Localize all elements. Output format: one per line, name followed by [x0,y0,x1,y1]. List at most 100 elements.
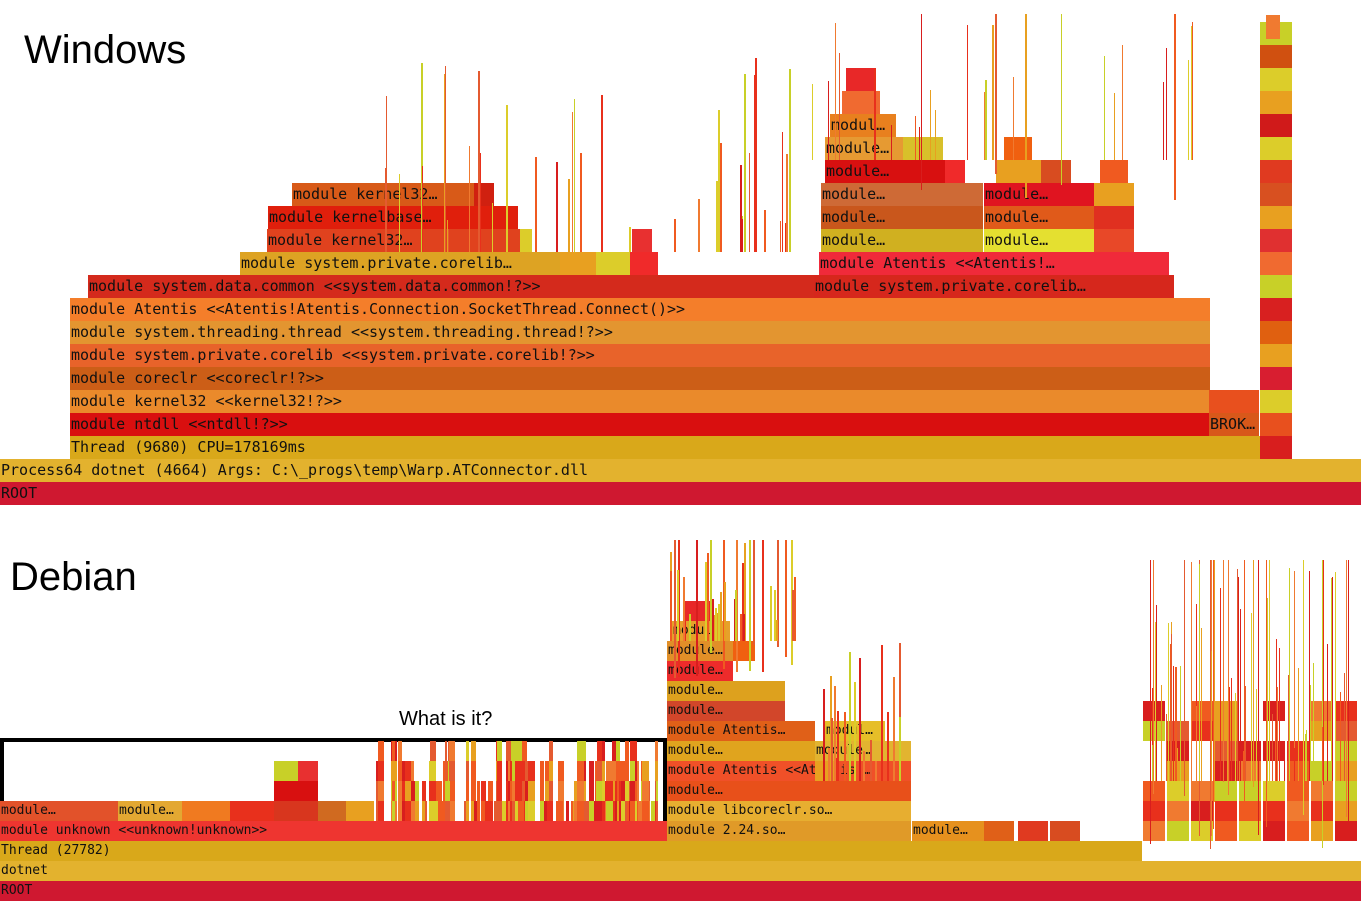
debian-frame-1[interactable]: dotnet [0,861,1361,881]
windows-block-e[interactable] [630,252,658,275]
windows-column-cell-0[interactable] [1260,436,1292,459]
debian-dense-2-1[interactable] [1167,781,1189,801]
windows-frame-11[interactable]: module kernel32… [267,229,520,252]
debian-dense-2-3[interactable] [1215,781,1237,801]
windows-column-cell-17[interactable] [1260,45,1292,68]
debian-frame-10[interactable]: module… [667,741,815,761]
debian-frame-17[interactable]: module… [667,641,733,661]
windows-block-i[interactable] [903,137,943,160]
windows-column-cell-6[interactable] [1260,298,1292,321]
debian-frame-0[interactable]: ROOT [0,881,1361,901]
debian-dense-1-0[interactable] [1143,801,1165,821]
windows-frame-5[interactable]: module coreclr <<coreclr!?>> [70,367,1210,390]
debian-frame-5[interactable]: module… [118,801,182,821]
windows-column-cell-13[interactable] [1260,137,1292,160]
debian-dense-1-6[interactable] [1287,801,1309,821]
debian-left-block-c[interactable] [274,801,318,821]
windows-column-cell-10[interactable] [1260,206,1292,229]
windows-frame-12[interactable]: module kernelbase… [268,206,518,229]
windows-column-cell-2[interactable] [1260,390,1292,413]
windows-frame-24[interactable]: modul… [830,114,896,137]
debian-dense-1-3[interactable] [1215,801,1237,821]
debian-dense-6-3[interactable] [1215,701,1237,721]
windows-block-k[interactable] [996,160,1041,183]
windows-column-cell-4[interactable] [1260,344,1292,367]
windows-block-b[interactable] [520,229,532,252]
debian-block-e[interactable] [1018,821,1048,841]
windows-column-cell-14[interactable] [1260,114,1292,137]
windows-frame-7[interactable]: module system.threading.thread <<system.… [70,321,1210,344]
windows-block-l[interactable] [1041,160,1071,183]
windows-frame-8[interactable]: module Atentis <<Atentis!Atentis.Connect… [70,298,1210,321]
windows-column-cell-1[interactable] [1260,413,1292,436]
windows-block-d[interactable] [596,252,630,275]
windows-frame-4[interactable]: module kernel32 <<kernel32!?>> [70,390,1210,413]
windows-column-cell-16[interactable] [1260,68,1292,91]
windows-frame-13[interactable]: module kernel32… [292,183,475,206]
debian-dense-5-3[interactable] [1215,721,1237,741]
windows-block-c[interactable] [560,252,596,275]
debian-frame-6[interactable]: module 2.24.so… [667,821,911,841]
windows-frame-6[interactable]: module system.private.corelib <<system.p… [70,344,1210,367]
windows-frame-18[interactable]: module… [821,183,983,206]
debian-frame-12[interactable]: module Atentis… [667,721,815,741]
windows-block-m[interactable] [1004,137,1032,160]
debian-frame-3[interactable]: module unknown <<unknown!unknown>> [0,821,667,841]
windows-frame-2[interactable]: Thread (9680) CPU=178169ms [70,436,1260,459]
debian-left-block-a[interactable] [182,801,230,821]
debian-dense-0-6[interactable] [1287,821,1309,841]
windows-frame-14[interactable]: module system.private.corelib… [814,275,1174,298]
windows-column-cell-5[interactable] [1260,321,1292,344]
debian-dense-3-3[interactable] [1215,761,1237,781]
debian-dense-1-5[interactable] [1263,801,1285,821]
debian-dense-0-2[interactable] [1191,821,1213,841]
windows-frame-22[interactable]: module… [825,160,945,183]
debian-dense-0-8[interactable] [1335,821,1357,841]
windows-column-cell-11[interactable] [1260,183,1292,206]
debian-dense-5-1[interactable] [1167,721,1189,741]
debian-left-block-b[interactable] [230,801,274,821]
windows-block-g[interactable] [842,91,880,114]
debian-dense-0-3[interactable] [1215,821,1237,841]
windows-frame-15[interactable]: module Atentis <<Atentis!… [819,252,1169,275]
debian-frame-16[interactable]: module… [667,661,733,681]
debian-dense-2-2[interactable] [1191,781,1213,801]
debian-dense-2-6[interactable] [1287,781,1309,801]
debian-dense-2-5[interactable] [1263,781,1285,801]
windows-column-cell-9[interactable] [1260,229,1292,252]
windows-column-cell-8[interactable] [1260,252,1292,275]
debian-dense-4-3[interactable] [1215,741,1237,761]
debian-dense-3-1[interactable] [1167,761,1189,781]
windows-frame-9[interactable]: module system.data.common <<system.data.… [88,275,814,298]
debian-frame-14[interactable]: module… [667,701,785,721]
debian-dense-1-1[interactable] [1167,801,1189,821]
debian-frame-8[interactable]: module… [667,781,911,801]
debian-frame-2[interactable]: Thread (27782) [0,841,1142,861]
debian-dense-4-1[interactable] [1167,741,1189,761]
windows-column-cell-15[interactable] [1260,91,1292,114]
windows-frame-3[interactable]: module ntdll <<ntdll!?>> [70,413,1210,436]
debian-dense-5-0[interactable] [1143,721,1165,741]
windows-block-j[interactable] [945,160,965,183]
windows-block-q[interactable] [1100,160,1128,183]
windows-frame-21[interactable]: module… [984,183,1094,206]
windows-column-cell-12[interactable] [1260,160,1292,183]
debian-left-block-e[interactable] [274,761,298,781]
debian-frame-19[interactable]: module… [912,821,984,841]
windows-block-f[interactable] [632,229,652,252]
windows-column-cell-7[interactable] [1260,275,1292,298]
windows-frame-17[interactable]: module… [821,206,983,229]
windows-frame-19[interactable]: module… [984,229,1094,252]
windows-frame-10[interactable]: module system.private.corelib… [240,252,560,275]
windows-frame-25[interactable]: BROK… [1209,413,1259,436]
windows-frame-16[interactable]: module… [821,229,983,252]
windows-block-a[interactable] [474,183,494,206]
debian-dense-0-0[interactable] [1143,821,1165,841]
debian-frame-15[interactable]: module… [667,681,785,701]
windows-broken-upper[interactable] [1209,390,1259,413]
debian-dense-1-2[interactable] [1191,801,1213,821]
debian-dense-6-0[interactable] [1143,701,1165,721]
windows-block-h[interactable] [846,68,876,91]
windows-column-cell-3[interactable] [1260,367,1292,390]
debian-frame-7[interactable]: module libcoreclr.so… [667,801,911,821]
